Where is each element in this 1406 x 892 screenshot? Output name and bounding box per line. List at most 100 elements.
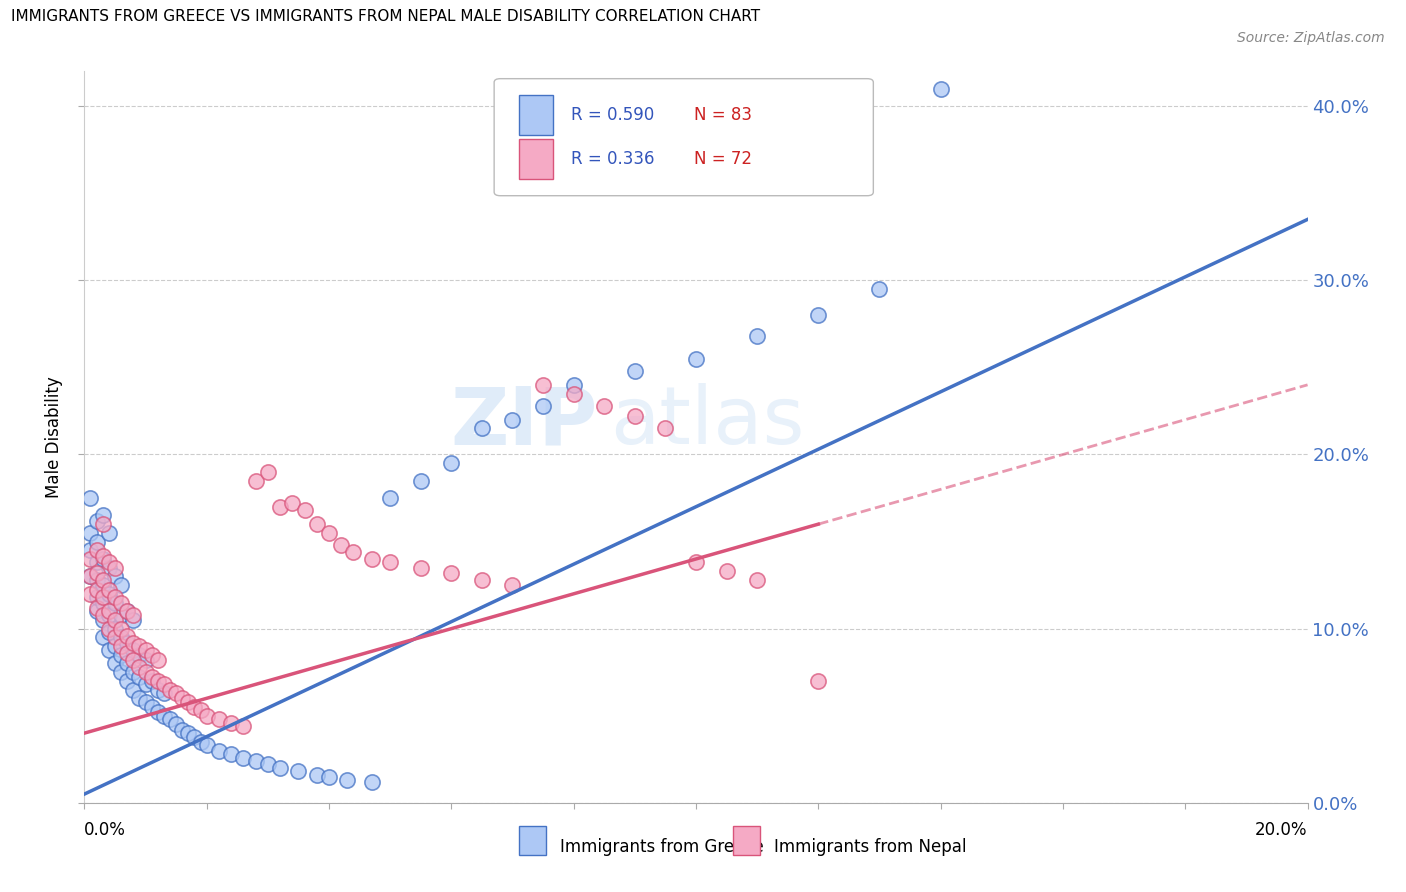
Point [159, 712, 181, 726]
Point [115, 635, 138, 649]
Point [257, 757, 280, 772]
Point [115, 629, 138, 643]
Point [360, 775, 382, 789]
Point [318, 770, 340, 784]
Point [91, 508, 114, 523]
Point [716, 564, 738, 578]
FancyBboxPatch shape [733, 826, 759, 855]
Point [128, 648, 150, 662]
Text: IMMIGRANTS FROM GREECE VS IMMIGRANTS FROM NEPAL MALE DISABILITY CORRELATION CHAR: IMMIGRANTS FROM GREECE VS IMMIGRANTS FRO… [11, 9, 761, 24]
Point [97, 625, 120, 640]
Point [281, 496, 304, 510]
Point [183, 700, 205, 714]
Text: Immigrants from Nepal: Immigrants from Nepal [775, 838, 967, 855]
Point [115, 604, 138, 618]
Point [172, 723, 194, 737]
Point [86, 534, 108, 549]
Point [807, 308, 830, 322]
Point [128, 660, 150, 674]
Point [531, 377, 554, 392]
Point [232, 750, 254, 764]
Point [190, 704, 212, 718]
Point [104, 591, 127, 605]
Point [305, 768, 328, 782]
Point [190, 735, 212, 749]
Point [97, 604, 120, 618]
Point [91, 595, 114, 609]
Point [135, 642, 157, 657]
Point [380, 491, 402, 505]
Point [86, 583, 108, 598]
Point [86, 514, 108, 528]
Point [86, 573, 108, 587]
Point [135, 695, 157, 709]
Point [97, 642, 120, 657]
Point [153, 708, 176, 723]
Text: ZIP: ZIP [451, 384, 598, 461]
Point [79, 569, 101, 583]
Point [91, 552, 114, 566]
Point [440, 566, 463, 580]
Point [91, 613, 114, 627]
Point [208, 712, 231, 726]
Point [128, 639, 150, 653]
Point [135, 653, 157, 667]
Point [110, 665, 132, 680]
Point [685, 556, 707, 570]
Point [165, 686, 187, 700]
Point [502, 412, 524, 426]
Text: N = 72: N = 72 [693, 150, 752, 168]
Point [146, 673, 169, 688]
Point [122, 642, 145, 657]
Point [86, 600, 108, 615]
Point [122, 665, 145, 680]
Point [110, 578, 132, 592]
Point [409, 560, 432, 574]
Point [122, 653, 145, 667]
Point [97, 560, 120, 574]
Point [97, 587, 120, 601]
Point [110, 607, 132, 622]
Point [471, 573, 494, 587]
Point [135, 677, 157, 691]
FancyBboxPatch shape [519, 139, 553, 179]
Point [409, 474, 432, 488]
Point [141, 673, 163, 688]
Point [104, 639, 127, 653]
Point [79, 569, 101, 583]
Text: R = 0.336: R = 0.336 [571, 150, 655, 168]
Point [471, 421, 494, 435]
Point [79, 543, 101, 558]
Point [562, 386, 585, 401]
Point [104, 631, 127, 645]
Y-axis label: Male Disability: Male Disability [45, 376, 63, 498]
Point [104, 595, 127, 609]
Point [91, 578, 114, 592]
Point [294, 503, 316, 517]
Point [380, 556, 402, 570]
Point [531, 399, 554, 413]
Point [91, 573, 114, 587]
Point [159, 682, 181, 697]
Point [929, 82, 952, 96]
Point [141, 648, 163, 662]
Point [146, 705, 169, 719]
Point [104, 560, 127, 574]
Point [869, 282, 891, 296]
Point [135, 665, 157, 680]
Point [146, 653, 169, 667]
Point [502, 578, 524, 592]
Point [219, 747, 242, 761]
Point [97, 622, 120, 636]
Text: N = 83: N = 83 [693, 106, 752, 124]
Point [79, 525, 101, 540]
Point [685, 351, 707, 366]
Point [593, 399, 616, 413]
Point [86, 543, 108, 558]
Point [747, 329, 769, 343]
Point [104, 613, 127, 627]
Point [287, 764, 309, 779]
Point [153, 686, 176, 700]
Point [807, 673, 830, 688]
Point [110, 648, 132, 662]
